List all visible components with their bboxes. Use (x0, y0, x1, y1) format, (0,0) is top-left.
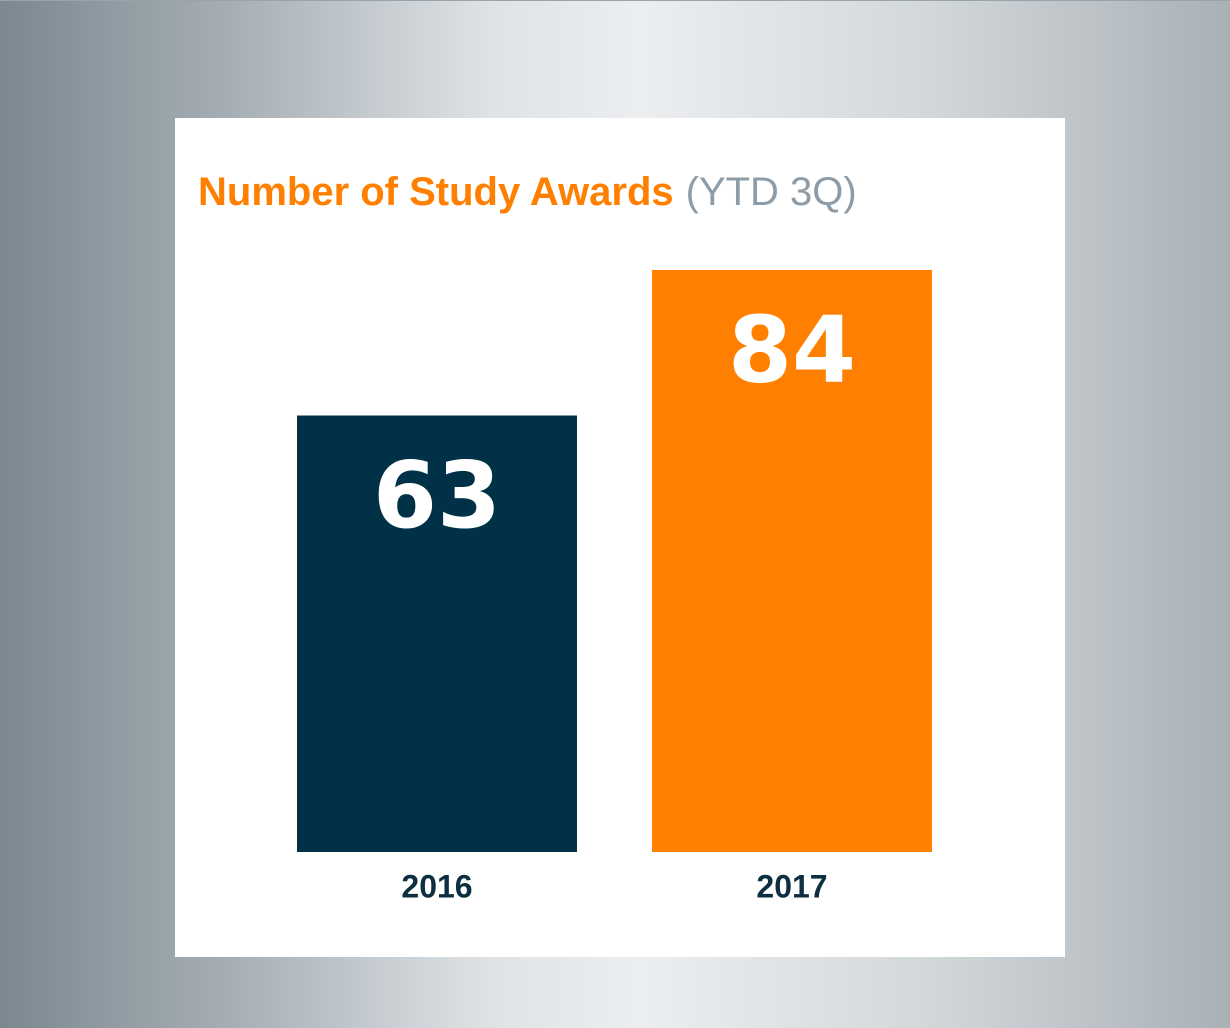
bar (297, 415, 577, 852)
chart-title: Number of Study Awards (198, 170, 674, 214)
value-label: 84 (728, 296, 856, 403)
x-tick-label: 2016 (401, 868, 472, 904)
bar (652, 270, 932, 852)
value-label: 63 (373, 442, 501, 549)
chart-subtitle: (YTD 3Q) (686, 170, 857, 214)
x-tick-label: 2017 (756, 868, 827, 904)
top-edge (0, 0, 1230, 1)
chart-title-line: Number of Study Awards (YTD 3Q) (198, 170, 857, 214)
